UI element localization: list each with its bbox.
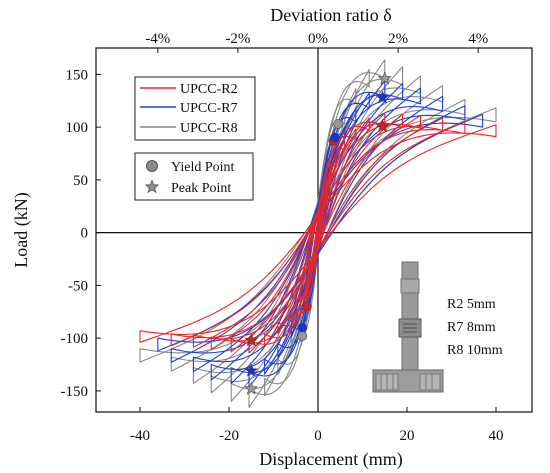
hysteresis-loop (248, 112, 386, 354)
legend-series: UPCC-R2 UPCC-R7 UPCC-R8 (134, 76, 256, 141)
hysteresis-loop (210, 115, 421, 351)
footing-plate-right (419, 373, 441, 391)
hysteresis-loop (230, 66, 404, 402)
series-upcc-r2 (139, 112, 497, 354)
plot-frame (95, 47, 533, 413)
y-tick-label: -100 (61, 331, 89, 347)
y-tick-label: 0 (81, 226, 89, 242)
y-axis-title: Load (kN) (11, 192, 32, 267)
hysteresis-loop (157, 113, 484, 352)
yield-point-marker (297, 331, 308, 341)
legend-peak-marker (144, 179, 160, 194)
hysteresis-loop (139, 107, 497, 363)
annotation-r8: R8 10mm (447, 343, 503, 358)
top-tick-label: 0% (308, 31, 328, 47)
peak-point-marker (375, 118, 390, 132)
hysteresis-loop (192, 117, 444, 348)
marker-layer (244, 71, 392, 395)
legend-peak-label: Peak Point (171, 181, 231, 196)
legend-yield-label: Yield Point (171, 160, 235, 175)
tick-marks (96, 48, 497, 412)
peak-point-marker (244, 381, 259, 395)
yield-point-marker (333, 119, 343, 129)
x-tick-label: -40 (130, 428, 150, 444)
hysteresis-loop (170, 105, 466, 363)
specimen-illustration (372, 261, 444, 393)
legend-label-r2: UPCC-R2 (180, 82, 238, 97)
top-axis-title: Deviation ratio δ (270, 5, 391, 25)
x-axis-ticks: -40 -20 0 20 40 (130, 428, 504, 444)
x-axis-title: Displacement (mm) (259, 449, 402, 470)
y-tick-label: 150 (66, 67, 89, 83)
annotation-r7: R7 8mm (447, 320, 496, 335)
yield-point-marker (297, 322, 308, 333)
legend-label-r7: UPCC-R7 (180, 101, 238, 116)
peak-point-marker (375, 90, 390, 104)
x-tick-label: 20 (400, 428, 415, 444)
top-tick-label: 4% (468, 31, 488, 47)
x-tick-label: 40 (489, 428, 504, 444)
peak-point-marker (244, 363, 259, 377)
x-tick-label: 0 (314, 428, 322, 444)
legend-label-r8: UPCC-R8 (180, 121, 238, 136)
hysteresis-loop (170, 120, 466, 347)
peak-point-marker (244, 332, 259, 347)
y-tick-label: -50 (68, 278, 88, 294)
column-shaft (401, 261, 419, 371)
hysteresis-loop (230, 113, 404, 353)
hysteresis-loop (192, 85, 444, 384)
top-tick-label: 2% (388, 31, 408, 47)
x-tick-label: -20 (219, 428, 239, 444)
top-axis-ticks: -4% -2% 0% 2% 4% (145, 31, 488, 47)
series-layer (139, 59, 497, 408)
column-cap (400, 278, 420, 294)
y-tick-label: 100 (66, 120, 89, 136)
yield-point-marker (330, 132, 340, 143)
annotation-r2: R2 5mm (447, 297, 496, 312)
y-axis-ticks: -150 -100 -50 0 50 100 150 (61, 67, 89, 400)
legend-yield-marker (146, 160, 158, 172)
hysteresis-loop (139, 124, 497, 343)
top-tick-label: -4% (145, 31, 170, 47)
top-tick-label: -2% (225, 31, 250, 47)
yield-point-marker (302, 301, 312, 312)
y-tick-label: -150 (61, 384, 89, 400)
legend-points: Yield Point Peak Point (134, 152, 254, 201)
y-tick-label: 50 (73, 173, 88, 189)
peak-point-marker (377, 71, 392, 85)
